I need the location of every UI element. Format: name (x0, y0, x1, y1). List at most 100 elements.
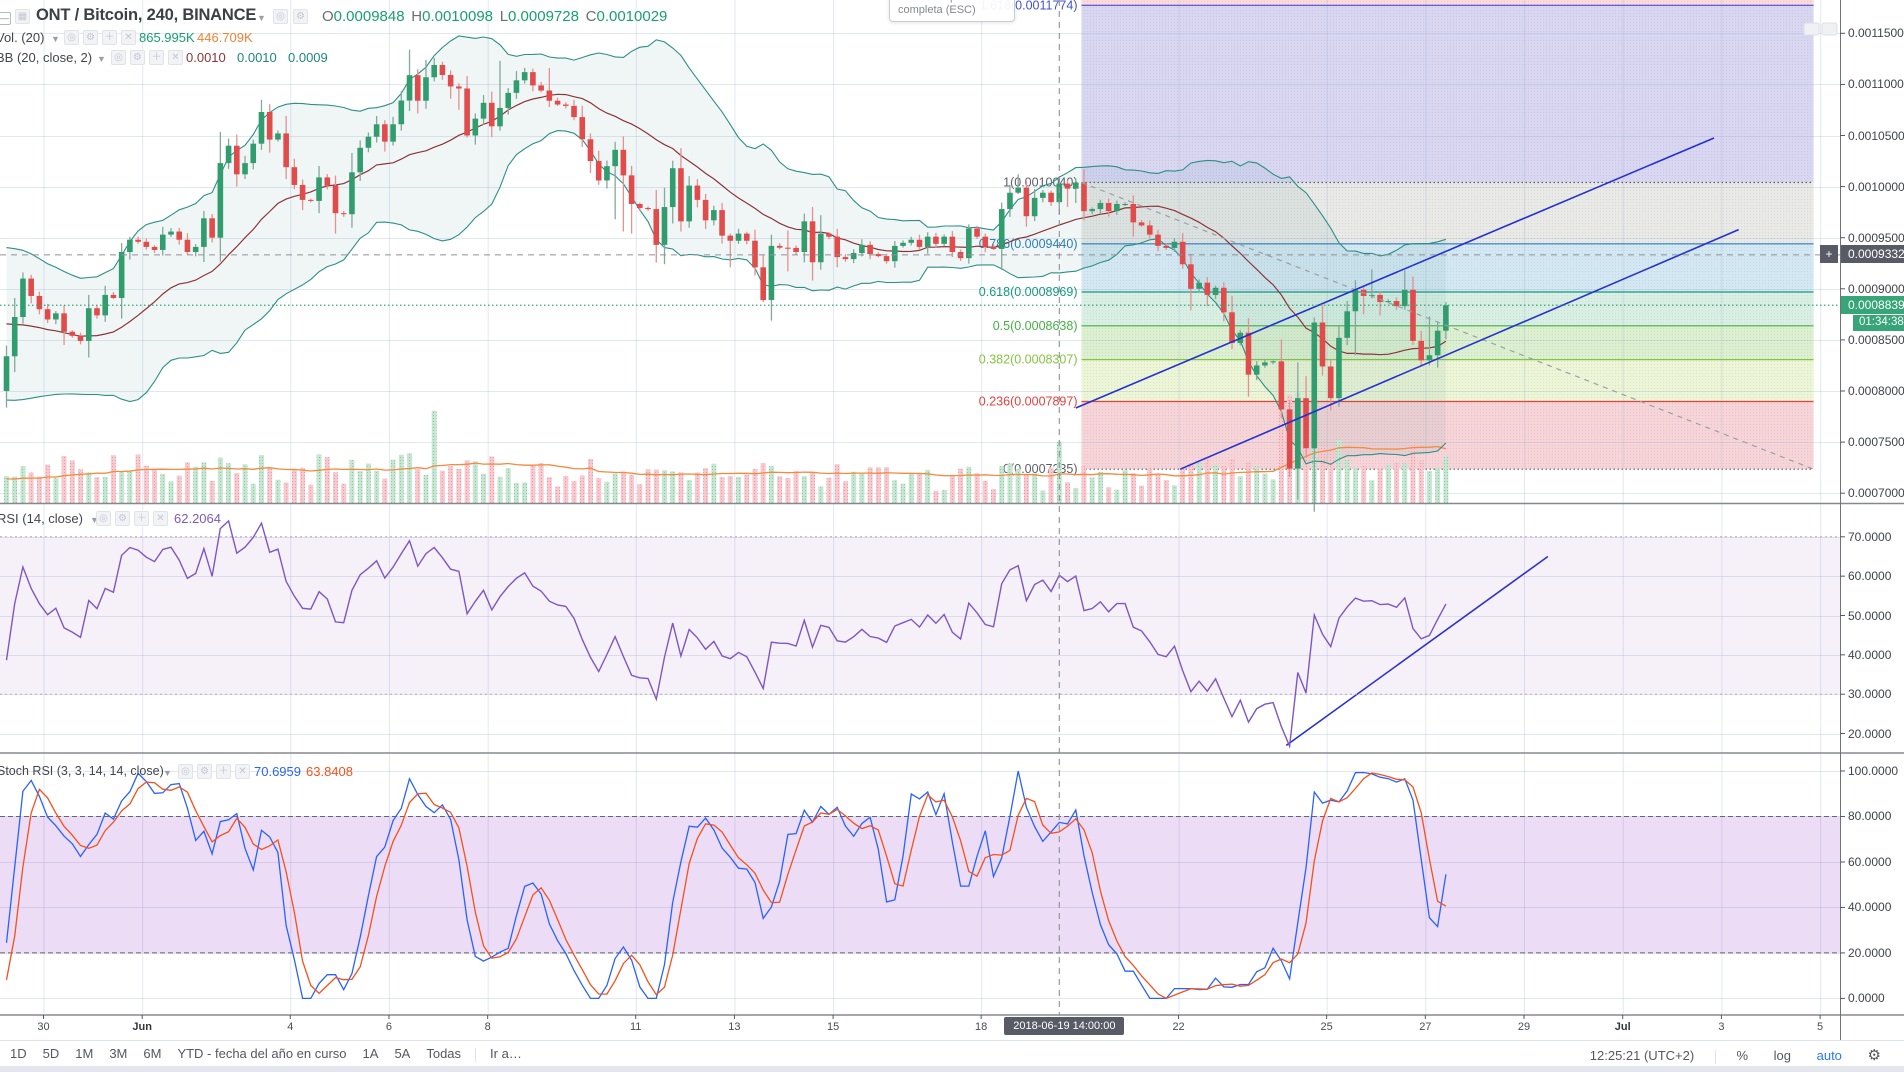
fib-level-label-0.382: 0.382(0.0008307) (979, 353, 1078, 367)
rsi-add-icon[interactable]: ＋ (134, 510, 149, 528)
stoch-indicator-label[interactable]: Stoch RSI (3, 3, 14, 14, close) (0, 764, 164, 778)
goto-date-button[interactable]: Ir a… (490, 1046, 522, 1061)
price-axis-area[interactable] (1840, 0, 1904, 1015)
stoch-gear-icon[interactable]: ⚙ (197, 763, 212, 781)
bb-upper-value: 0.0010 (237, 50, 277, 65)
stoch-caret-icon[interactable]: ▼ (163, 768, 172, 778)
bb-close-icon[interactable]: ✕ (168, 49, 183, 67)
range-button-5d[interactable]: 5D (42, 1046, 60, 1061)
time-tick-label: 5 (1817, 1021, 1824, 1033)
price-tick-label: 0.0010500 (1848, 128, 1904, 143)
bb-basis-line (6, 93, 1447, 356)
stoch-tick-label: 60.0000 (1848, 854, 1892, 869)
stoch-tick-label: 40.0000 (1848, 900, 1892, 915)
crosshair-price-tag: 0.0009332 (1841, 245, 1904, 263)
legend-collapse-icon[interactable]: — (0, 12, 11, 25)
trendline-rsi (1285, 555, 1549, 747)
chart-settings-gear-icon[interactable]: ⚙ (1867, 1047, 1881, 1064)
auto-scale-button[interactable]: auto (1816, 1048, 1842, 1063)
time-axis-area[interactable] (0, 1015, 1840, 1040)
time-tick-label: 13 (728, 1021, 741, 1033)
bb-eye-icon[interactable]: ◎ (111, 49, 126, 67)
range-button-3m[interactable]: 3M (109, 1046, 128, 1061)
time-tick-label: 6 (385, 1021, 393, 1033)
price-tick-label: 0.0009000 (1848, 281, 1904, 296)
stoch-add-icon[interactable]: ＋ (216, 763, 231, 781)
volume-close-icon[interactable]: ✕ (121, 29, 136, 47)
time-tick-label: 3 (1718, 1021, 1725, 1033)
price-tick-label: 0.0008500 (1848, 332, 1904, 347)
volume-indicator-label[interactable]: Vol. (20) (0, 30, 45, 45)
symbol-eye-icon[interactable]: ◎ (273, 8, 288, 26)
price-tick-label: 0.0009500 (1848, 230, 1904, 245)
volume-add-icon[interactable]: ＋ (102, 29, 117, 47)
clock: 12:25:21 (UTC+2) (1589, 1048, 1695, 1063)
time-tick-label: 30 (37, 1021, 50, 1033)
volume-gear-icon[interactable]: ⚙ (83, 29, 98, 47)
time-tick-label: 4 (287, 1021, 294, 1033)
stoch-eye-icon[interactable]: ◎ (178, 763, 193, 781)
range-button-6m[interactable]: 6M (143, 1046, 162, 1061)
crosshair-add-alert-button[interactable]: + (1820, 245, 1838, 263)
log-scale-button[interactable]: log (1773, 1048, 1791, 1063)
time-tick-label: 27 (1419, 1021, 1432, 1033)
range-button-todas[interactable]: Todas (426, 1046, 462, 1061)
pane-ghost-button (1803, 22, 1820, 36)
volume-bars (4, 392, 1449, 503)
range-button-1m[interactable]: 1M (75, 1046, 94, 1061)
rsi-tick-label: 50.0000 (1848, 608, 1892, 623)
price-tick-label: 0.0008000 (1848, 384, 1904, 398)
bottom-edge-strip (0, 1066, 1904, 1072)
pane-ghost-button (1821, 22, 1838, 36)
volume-value: 865.995K (139, 30, 195, 45)
close-label: C (585, 8, 597, 25)
fullscreen-tooltip: Salir de la pantalla completa (ESC) (889, 0, 1015, 22)
low-label: L (499, 8, 509, 25)
bb-indicator-label[interactable]: BB (20, close, 2) (0, 50, 93, 65)
stoch-tick-label: 80.0000 (1848, 809, 1892, 824)
volume-caret-icon[interactable]: ▼ (51, 34, 60, 44)
symbol-title[interactable]: ONT / Bitcoin, 240, BINANCE (36, 6, 257, 24)
fullscreen-tooltip-line2: completa (ESC) (898, 4, 976, 16)
volume-eye-icon[interactable]: ◎ (64, 29, 79, 47)
bb-gear-icon[interactable]: ⚙ (130, 49, 145, 67)
time-tick-label: 25 (1320, 1021, 1333, 1033)
fib-level-label-0.618: 0.618(0.0008969) (979, 285, 1078, 299)
toolbar-divider (1714, 1049, 1716, 1064)
percent-scale-button[interactable]: % (1736, 1048, 1748, 1063)
fib-trend-dashed-line (1081, 181, 1814, 470)
stoch-tick-label: 100.0000 (1848, 764, 1899, 778)
rsi-gear-icon[interactable]: ⚙ (115, 510, 130, 528)
stoch-band (0, 816, 1840, 953)
rsi-eye-icon[interactable]: ◎ (96, 510, 111, 528)
axis-tick-marks (43, 32, 1845, 1019)
bb-caret-icon[interactable]: ▼ (97, 54, 106, 64)
time-tick-label: 18 (975, 1021, 988, 1033)
range-button-1d[interactable]: 1D (10, 1046, 27, 1061)
price-tick-label: 0.0011000 (1848, 77, 1904, 92)
rsi-close-icon[interactable]: ✕ (153, 510, 168, 528)
stoch-close-icon[interactable]: ✕ (235, 763, 250, 781)
range-button-5a[interactable]: 5A (394, 1046, 411, 1061)
time-tick-label: Jun (132, 1021, 152, 1033)
rsi-tick-label: 40.0000 (1848, 647, 1892, 662)
time-tick-label: 15 (826, 1021, 840, 1033)
range-button-1a[interactable]: 1A (362, 1046, 379, 1061)
candles (3, 49, 1449, 512)
rsi-value: 62.2064 (174, 511, 221, 526)
symbol-caret-icon[interactable]: ▼ (257, 13, 266, 23)
stoch-k-value: 70.6959 (254, 764, 301, 779)
price-tick-label: 0.0007500 (1848, 435, 1904, 450)
open-label: O (322, 8, 334, 25)
rsi-indicator-label[interactable]: RSI (14, close) (0, 511, 83, 526)
stoch-tick-label: 0.0000 (1848, 991, 1885, 1006)
rsi-caret-icon[interactable]: ▼ (90, 515, 99, 525)
bb-add-icon[interactable]: ＋ (149, 49, 164, 67)
legend-source-icon[interactable]: ▦ (15, 8, 30, 26)
symbol-gear-icon[interactable]: ⚙ (293, 8, 308, 26)
volume-ma-value: 446.709K (197, 30, 253, 45)
rsi-tick-label: 70.0000 (1848, 529, 1892, 544)
range-button-ytd[interactable]: YTD - fecha del año en curso (177, 1046, 347, 1061)
